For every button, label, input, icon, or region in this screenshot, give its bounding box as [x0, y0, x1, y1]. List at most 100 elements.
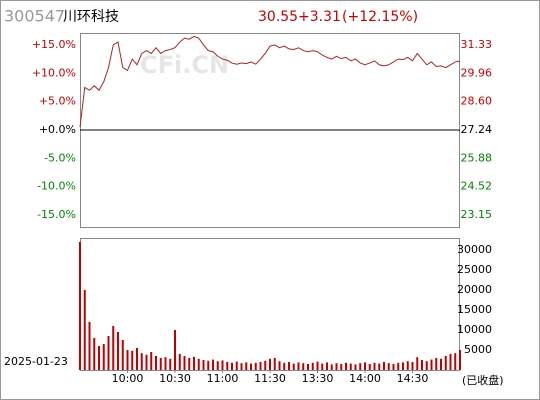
y-tick-label: +10.0% [32, 66, 76, 79]
volume-bar [416, 357, 419, 370]
y2-tick-label: 28.60 [461, 95, 493, 108]
volume-bar [368, 364, 371, 370]
volume-bar [212, 359, 214, 370]
volume-bar [321, 363, 324, 370]
volume-bar [98, 346, 100, 370]
volume-bar [444, 356, 447, 370]
y2-tick-label: 29.96 [461, 66, 493, 79]
volume-bar [459, 350, 461, 370]
y-tick-label: +0.0% [39, 123, 76, 136]
volume-bar [392, 364, 395, 370]
y-tick-label: 10000 [457, 323, 492, 336]
volume-bar [430, 359, 433, 370]
volume-bar [240, 363, 243, 370]
volume-bar [150, 352, 153, 370]
volume-bar [402, 362, 404, 370]
volume-bar [112, 326, 115, 370]
volume-bar [354, 364, 357, 370]
volume-bar [259, 362, 262, 370]
volume-bar [421, 360, 423, 370]
volume-bar [126, 350, 129, 370]
y-tick-label: 25000 [457, 263, 492, 276]
volume-bar [288, 362, 290, 370]
change-pct: (+12.15%) [342, 9, 418, 25]
volume-bar [264, 360, 267, 370]
status: (已收盘) [462, 373, 504, 387]
y-tick-label: -5.0% [44, 151, 76, 164]
volume-bar [169, 358, 172, 370]
volume-bar [454, 353, 457, 370]
volume-bar [316, 361, 319, 370]
volume-bar [107, 336, 110, 370]
volume-bar [269, 358, 271, 370]
volume-bar [226, 362, 229, 370]
volume-bar [102, 344, 105, 370]
volume-bar [435, 358, 438, 370]
volume-bar [373, 362, 376, 370]
y-tick-label: 20000 [457, 283, 492, 296]
x-tick-label: 14:00 [349, 372, 381, 385]
volume-bar [449, 354, 452, 370]
volume-bar [207, 360, 210, 370]
price: 30.55 [258, 9, 298, 25]
y2-tick-label: 31.33 [461, 38, 493, 51]
y-tick-label: -15.0% [37, 208, 76, 221]
x-tick-label: 11:00 [207, 372, 239, 385]
x-tick-label: 13:30 [302, 372, 334, 385]
volume-bar [221, 360, 224, 370]
y-tick-label: 15000 [457, 303, 492, 316]
volume-bar [88, 322, 91, 370]
volume-bar [117, 332, 119, 370]
volume-bar [359, 363, 362, 370]
volume-bar [330, 364, 333, 370]
volume-bar [297, 362, 300, 370]
volume-bar [93, 338, 96, 370]
y-tick-label: 30000 [457, 243, 492, 256]
volume-bar [174, 330, 176, 370]
volume-bar [121, 340, 124, 370]
volume-bar [164, 357, 167, 370]
volume-bar [383, 362, 385, 370]
volume-bar [178, 354, 181, 370]
volume-bar [292, 363, 295, 370]
volume-bar [183, 356, 186, 370]
x-tick-label: 10:30 [159, 372, 191, 385]
price-line [79, 35, 461, 128]
volume-bar [406, 361, 409, 370]
volume-bar [245, 362, 248, 370]
volume-bar [145, 354, 148, 370]
volume-bar [440, 358, 442, 370]
y-tick-label: +5.0% [39, 95, 76, 108]
y-tick-label: +15.0% [32, 38, 76, 51]
stock-code: 300547 [4, 7, 65, 26]
volume-bar [250, 363, 252, 370]
volume-bar [202, 360, 205, 370]
y2-tick-label: 25.88 [461, 151, 493, 164]
y2-tick-label: 23.15 [461, 208, 493, 221]
volume-bar [83, 290, 86, 370]
x-tick-label: 11:30 [254, 372, 286, 385]
volume-bar [155, 356, 157, 370]
volume-bar [349, 363, 352, 370]
date: 2025-01-23 [4, 355, 68, 368]
y2-tick-label: 24.52 [461, 180, 493, 193]
volume-bar [387, 363, 390, 370]
volume-bar [335, 363, 338, 370]
volume-bar [188, 358, 191, 370]
volume-bar [378, 363, 381, 370]
x-tick-label: 14:30 [397, 372, 429, 385]
volume-bar [340, 364, 343, 370]
y-tick-label: -10.0% [37, 180, 76, 193]
y-tick-label: 5000 [464, 343, 492, 356]
volume-bar [235, 361, 238, 370]
volume-bar [425, 361, 428, 370]
volume-bar [345, 362, 347, 370]
watermark: CFi.CN [140, 51, 229, 79]
change: +3.31 [298, 9, 341, 25]
volume-bar [283, 362, 286, 370]
stock-name: 川环科技 [63, 9, 119, 25]
volume-bar [411, 362, 414, 370]
volume-bar [131, 350, 134, 370]
